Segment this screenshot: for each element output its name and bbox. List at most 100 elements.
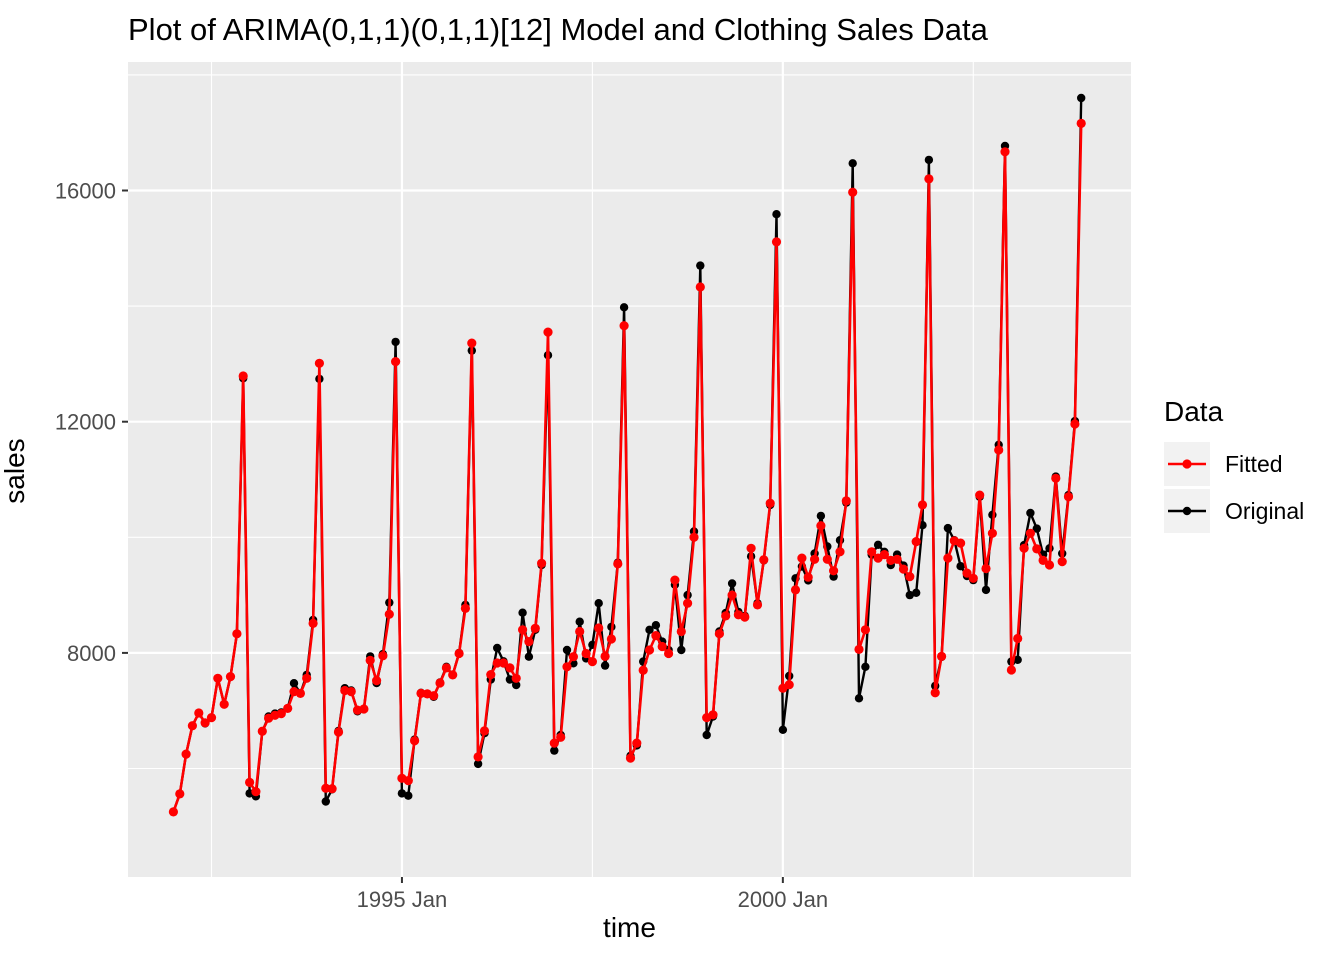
data-point-fitted xyxy=(1019,543,1029,553)
data-point-original xyxy=(550,746,559,755)
data-point-fitted xyxy=(644,645,655,655)
data-point-fitted xyxy=(1070,419,1080,429)
data-point-fitted xyxy=(1063,492,1074,502)
data-point-original xyxy=(1077,93,1086,103)
data-point-fitted xyxy=(1000,147,1010,157)
data-point-fitted xyxy=(632,738,642,748)
data-point-fitted xyxy=(968,573,978,583)
x-tick-label: 1995 Jan xyxy=(357,887,448,912)
data-point-original xyxy=(873,540,883,549)
legend-title: Data xyxy=(1164,396,1224,427)
data-point-fitted xyxy=(867,547,877,557)
legend-entry-fitted: Fitted xyxy=(1164,442,1304,486)
data-point-fitted xyxy=(575,626,585,637)
data-point-original xyxy=(924,155,934,165)
data-point-fitted xyxy=(587,657,598,667)
data-point-fitted xyxy=(410,736,420,746)
data-point-fitted xyxy=(1051,473,1061,483)
data-point-fitted xyxy=(486,670,496,680)
data-point-original xyxy=(404,791,413,800)
legend-key-fitted-swatch xyxy=(1164,442,1210,486)
data-point-original xyxy=(772,210,781,219)
data-point-original xyxy=(493,643,502,653)
data-point-fitted xyxy=(327,784,337,794)
data-point-original xyxy=(651,621,661,630)
data-point-fitted xyxy=(651,631,661,641)
data-point-original xyxy=(512,680,521,690)
data-point-fitted xyxy=(473,752,483,762)
data-point-original xyxy=(1013,655,1022,664)
data-point-fitted xyxy=(448,670,458,680)
data-point-original xyxy=(289,679,299,688)
data-point-original xyxy=(397,789,407,798)
data-point-original xyxy=(562,645,572,655)
data-point-original xyxy=(854,694,864,703)
data-point-fitted xyxy=(441,663,451,673)
data-point-original xyxy=(1032,524,1042,533)
data-point-fitted xyxy=(359,704,369,714)
x-axis-title: time xyxy=(603,912,656,943)
data-point-original xyxy=(981,585,991,595)
data-point-fitted xyxy=(200,718,210,728)
data-point-fitted xyxy=(740,612,750,622)
data-point-fitted xyxy=(302,673,312,683)
data-point-original xyxy=(473,759,483,769)
y-tick-label: 8000 xyxy=(67,641,116,666)
data-point-fitted xyxy=(530,623,540,633)
data-point-fitted xyxy=(892,554,902,564)
data-point-fitted xyxy=(905,572,915,582)
fitted-line-icon xyxy=(1168,459,1206,469)
data-point-fitted xyxy=(505,663,515,673)
data-point-fitted xyxy=(365,655,375,666)
data-point-original xyxy=(956,562,965,571)
data-point-fitted xyxy=(384,609,394,619)
data-point-fitted xyxy=(987,528,998,538)
data-point-fitted xyxy=(219,699,229,709)
y-tick-label: 16000 xyxy=(55,178,116,203)
data-point-fitted xyxy=(454,648,464,659)
data-point-original xyxy=(696,261,705,270)
data-point-fitted xyxy=(829,566,839,576)
data-point-original xyxy=(575,617,584,626)
data-point-fitted xyxy=(689,532,699,542)
data-point-original xyxy=(816,511,826,521)
legend-key-original-swatch xyxy=(1164,489,1210,533)
data-point-original xyxy=(677,645,686,655)
data-point-fitted xyxy=(676,626,686,637)
data-point-fitted xyxy=(765,498,775,508)
data-point-fitted xyxy=(194,708,204,718)
data-point-fitted xyxy=(378,651,388,661)
data-point-fitted xyxy=(314,358,324,368)
data-point-fitted xyxy=(962,568,972,578)
y-axis-title: sales xyxy=(0,438,30,504)
data-point-fitted xyxy=(1057,557,1067,567)
data-point-fitted xyxy=(308,618,318,629)
data-point-fitted xyxy=(181,749,191,759)
data-point-fitted xyxy=(981,563,991,574)
data-point-fitted xyxy=(391,357,401,367)
data-point-fitted xyxy=(187,721,197,731)
data-point-original xyxy=(321,797,330,806)
data-point-fitted xyxy=(746,543,756,553)
data-point-fitted xyxy=(683,598,693,608)
data-point-fitted xyxy=(816,521,826,531)
data-point-original xyxy=(848,159,857,168)
data-point-fitted xyxy=(664,648,674,659)
data-point-fitted xyxy=(803,572,813,582)
data-point-fitted xyxy=(245,777,255,788)
data-point-fitted xyxy=(524,637,534,647)
data-point-original xyxy=(912,588,921,597)
data-point-fitted xyxy=(695,282,705,292)
data-point-fitted xyxy=(625,753,636,763)
data-point-fitted xyxy=(797,553,807,563)
data-point-fitted xyxy=(854,644,864,655)
data-point-fitted xyxy=(594,623,604,633)
series-line-fitted xyxy=(172,122,1083,814)
data-point-original xyxy=(1026,508,1035,518)
data-point-original xyxy=(524,652,534,661)
data-point-original xyxy=(518,608,527,617)
data-point-original xyxy=(600,661,610,670)
data-point-fitted xyxy=(841,496,851,506)
data-point-fitted xyxy=(206,713,217,723)
data-point-fitted xyxy=(295,688,305,699)
